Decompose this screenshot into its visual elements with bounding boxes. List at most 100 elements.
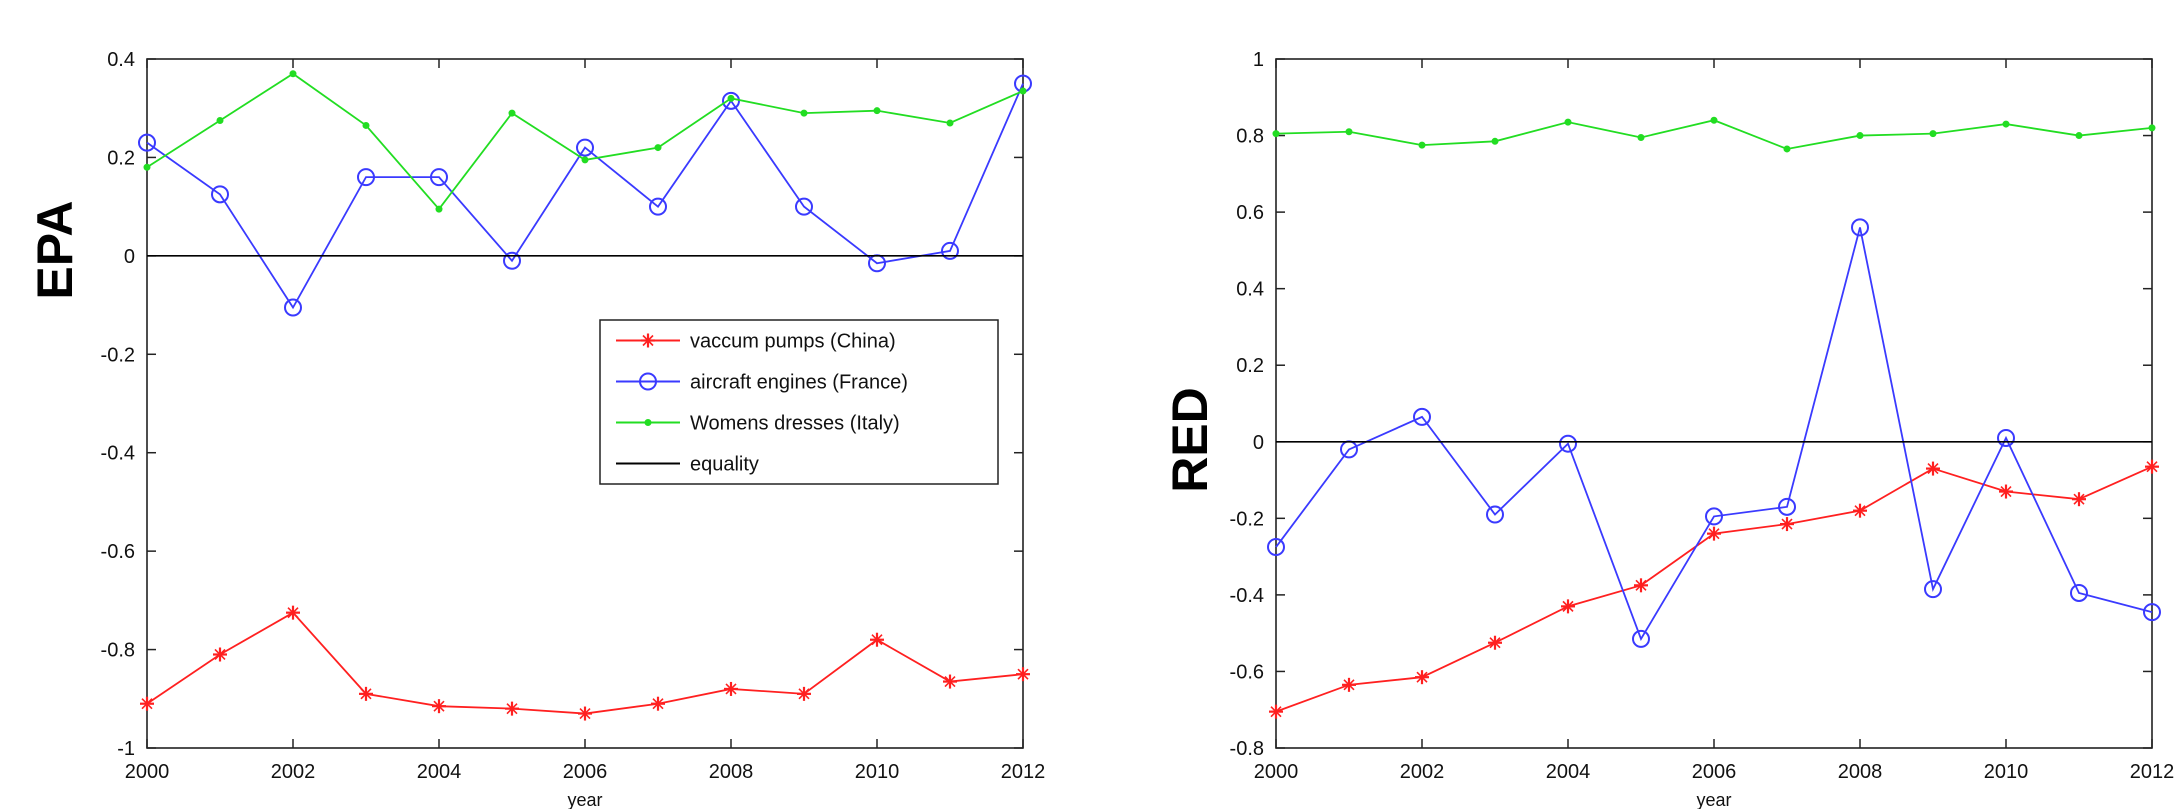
data-point	[727, 94, 735, 102]
data-point	[1710, 116, 1718, 124]
marker-stroke	[2073, 493, 2085, 505]
marker-stroke	[1635, 579, 1647, 591]
y-tick-label: 0.6	[1236, 202, 1264, 224]
data-point	[1999, 484, 2013, 499]
marker-stroke	[2146, 461, 2158, 473]
series-line	[1275, 227, 2153, 641]
data-point	[432, 699, 446, 714]
data-point	[1267, 538, 1285, 557]
legend-label: equality	[690, 454, 759, 476]
data-point	[1780, 517, 1794, 532]
data-point	[284, 298, 302, 317]
marker-stroke	[1270, 706, 1282, 718]
data-point	[357, 168, 375, 187]
x-tick-label: 2000	[1254, 761, 1299, 783]
data-point	[435, 205, 443, 213]
data-point	[1345, 128, 1353, 136]
data-point	[2145, 459, 2159, 474]
y-tick-label: -0.8	[101, 640, 135, 662]
data-point	[941, 241, 959, 260]
marker-stroke	[652, 698, 664, 710]
series-0	[140, 605, 1030, 721]
data-point	[581, 156, 589, 164]
data-point	[2002, 120, 2010, 128]
y-tick-label: 0.8	[1236, 126, 1264, 148]
y-axis-label: RED	[1162, 387, 1218, 493]
marker-stroke	[871, 634, 883, 646]
x-tick-label: 2012	[2130, 761, 2175, 783]
y-tick-label: 0.4	[1236, 279, 1264, 301]
data-point	[1564, 118, 1572, 126]
data-point	[289, 70, 297, 78]
data-point	[1272, 130, 1280, 138]
y-tick-label: -0.2	[101, 344, 135, 366]
y-tick-label: 1	[1253, 49, 1264, 71]
y-tick-label: -0.8	[1230, 738, 1264, 760]
marker-stroke	[798, 688, 810, 700]
data-point	[1997, 428, 2015, 447]
data-point	[1783, 145, 1791, 153]
data-point	[1019, 87, 1027, 95]
y-tick-label: -0.4	[101, 443, 135, 465]
data-point	[2072, 492, 2086, 507]
y-tick-label: 0.4	[107, 49, 135, 71]
legend-marker	[641, 333, 655, 348]
y-tick-label: -0.6	[1230, 661, 1264, 683]
data-point	[946, 119, 954, 127]
data-point	[1418, 141, 1426, 149]
data-point	[1413, 407, 1431, 426]
data-point	[576, 138, 594, 157]
marker-stroke	[944, 675, 956, 688]
x-axis-label: year	[1696, 790, 1731, 809]
x-tick-label: 2002	[271, 761, 316, 783]
legend-marker	[639, 372, 657, 391]
x-tick-label: 2006	[563, 761, 608, 783]
data-point	[138, 133, 156, 152]
marker-stroke	[1854, 505, 1866, 517]
data-point	[213, 647, 227, 662]
data-point	[1486, 505, 1504, 524]
x-axis-label: year	[567, 790, 602, 809]
legend-item: vaccum pumps (China)	[616, 331, 896, 353]
data-point	[216, 117, 224, 125]
series-line	[146, 83, 1024, 310]
data-point	[1924, 580, 1942, 599]
data-point	[1559, 434, 1577, 453]
series-2	[1272, 116, 2156, 153]
data-point	[649, 197, 667, 216]
series-0	[1269, 459, 2159, 719]
legend-item: equality	[616, 454, 759, 476]
x-tick-label: 2004	[1546, 761, 1591, 783]
data-point	[651, 696, 665, 711]
data-point	[800, 109, 808, 117]
legend-marker	[644, 419, 652, 426]
x-tick-label: 2008	[709, 761, 754, 783]
data-point	[870, 632, 884, 647]
x-tick-label: 2002	[1400, 761, 1445, 783]
series-2	[143, 70, 1027, 213]
x-tick-label: 2010	[855, 761, 900, 783]
data-point	[505, 701, 519, 716]
data-point	[1705, 507, 1723, 526]
plot-area	[1275, 58, 2153, 749]
marker-stroke	[1017, 668, 1029, 680]
y-tick-label: -0.4	[1230, 585, 1264, 607]
marker-stroke	[1489, 637, 1501, 649]
data-point	[286, 605, 300, 620]
data-point	[797, 686, 811, 701]
data-point	[1637, 133, 1645, 141]
y-tick-label: 0	[1253, 432, 1264, 454]
y-tick-label: 0.2	[107, 147, 135, 169]
y-tick-label: -0.6	[101, 541, 135, 563]
y-tick-label: 0.2	[1236, 355, 1264, 377]
data-point	[430, 168, 448, 187]
marker-stroke	[579, 707, 591, 720]
marker-stroke	[1781, 518, 1793, 530]
red-chart: 2000 2002 2004 2006 2008 2010 2012 -0.8 -0.6 -0.4…	[1162, 49, 2174, 809]
marker-stroke	[506, 703, 518, 715]
x-tick-label: 2010	[1984, 761, 2029, 783]
legend-item: aircraft engines (France)	[616, 372, 908, 394]
data-point	[795, 197, 813, 216]
legend: vaccum pumps (China) aircraft engines (Fr…	[599, 319, 999, 485]
x-tick-label: 2006	[1692, 761, 1737, 783]
